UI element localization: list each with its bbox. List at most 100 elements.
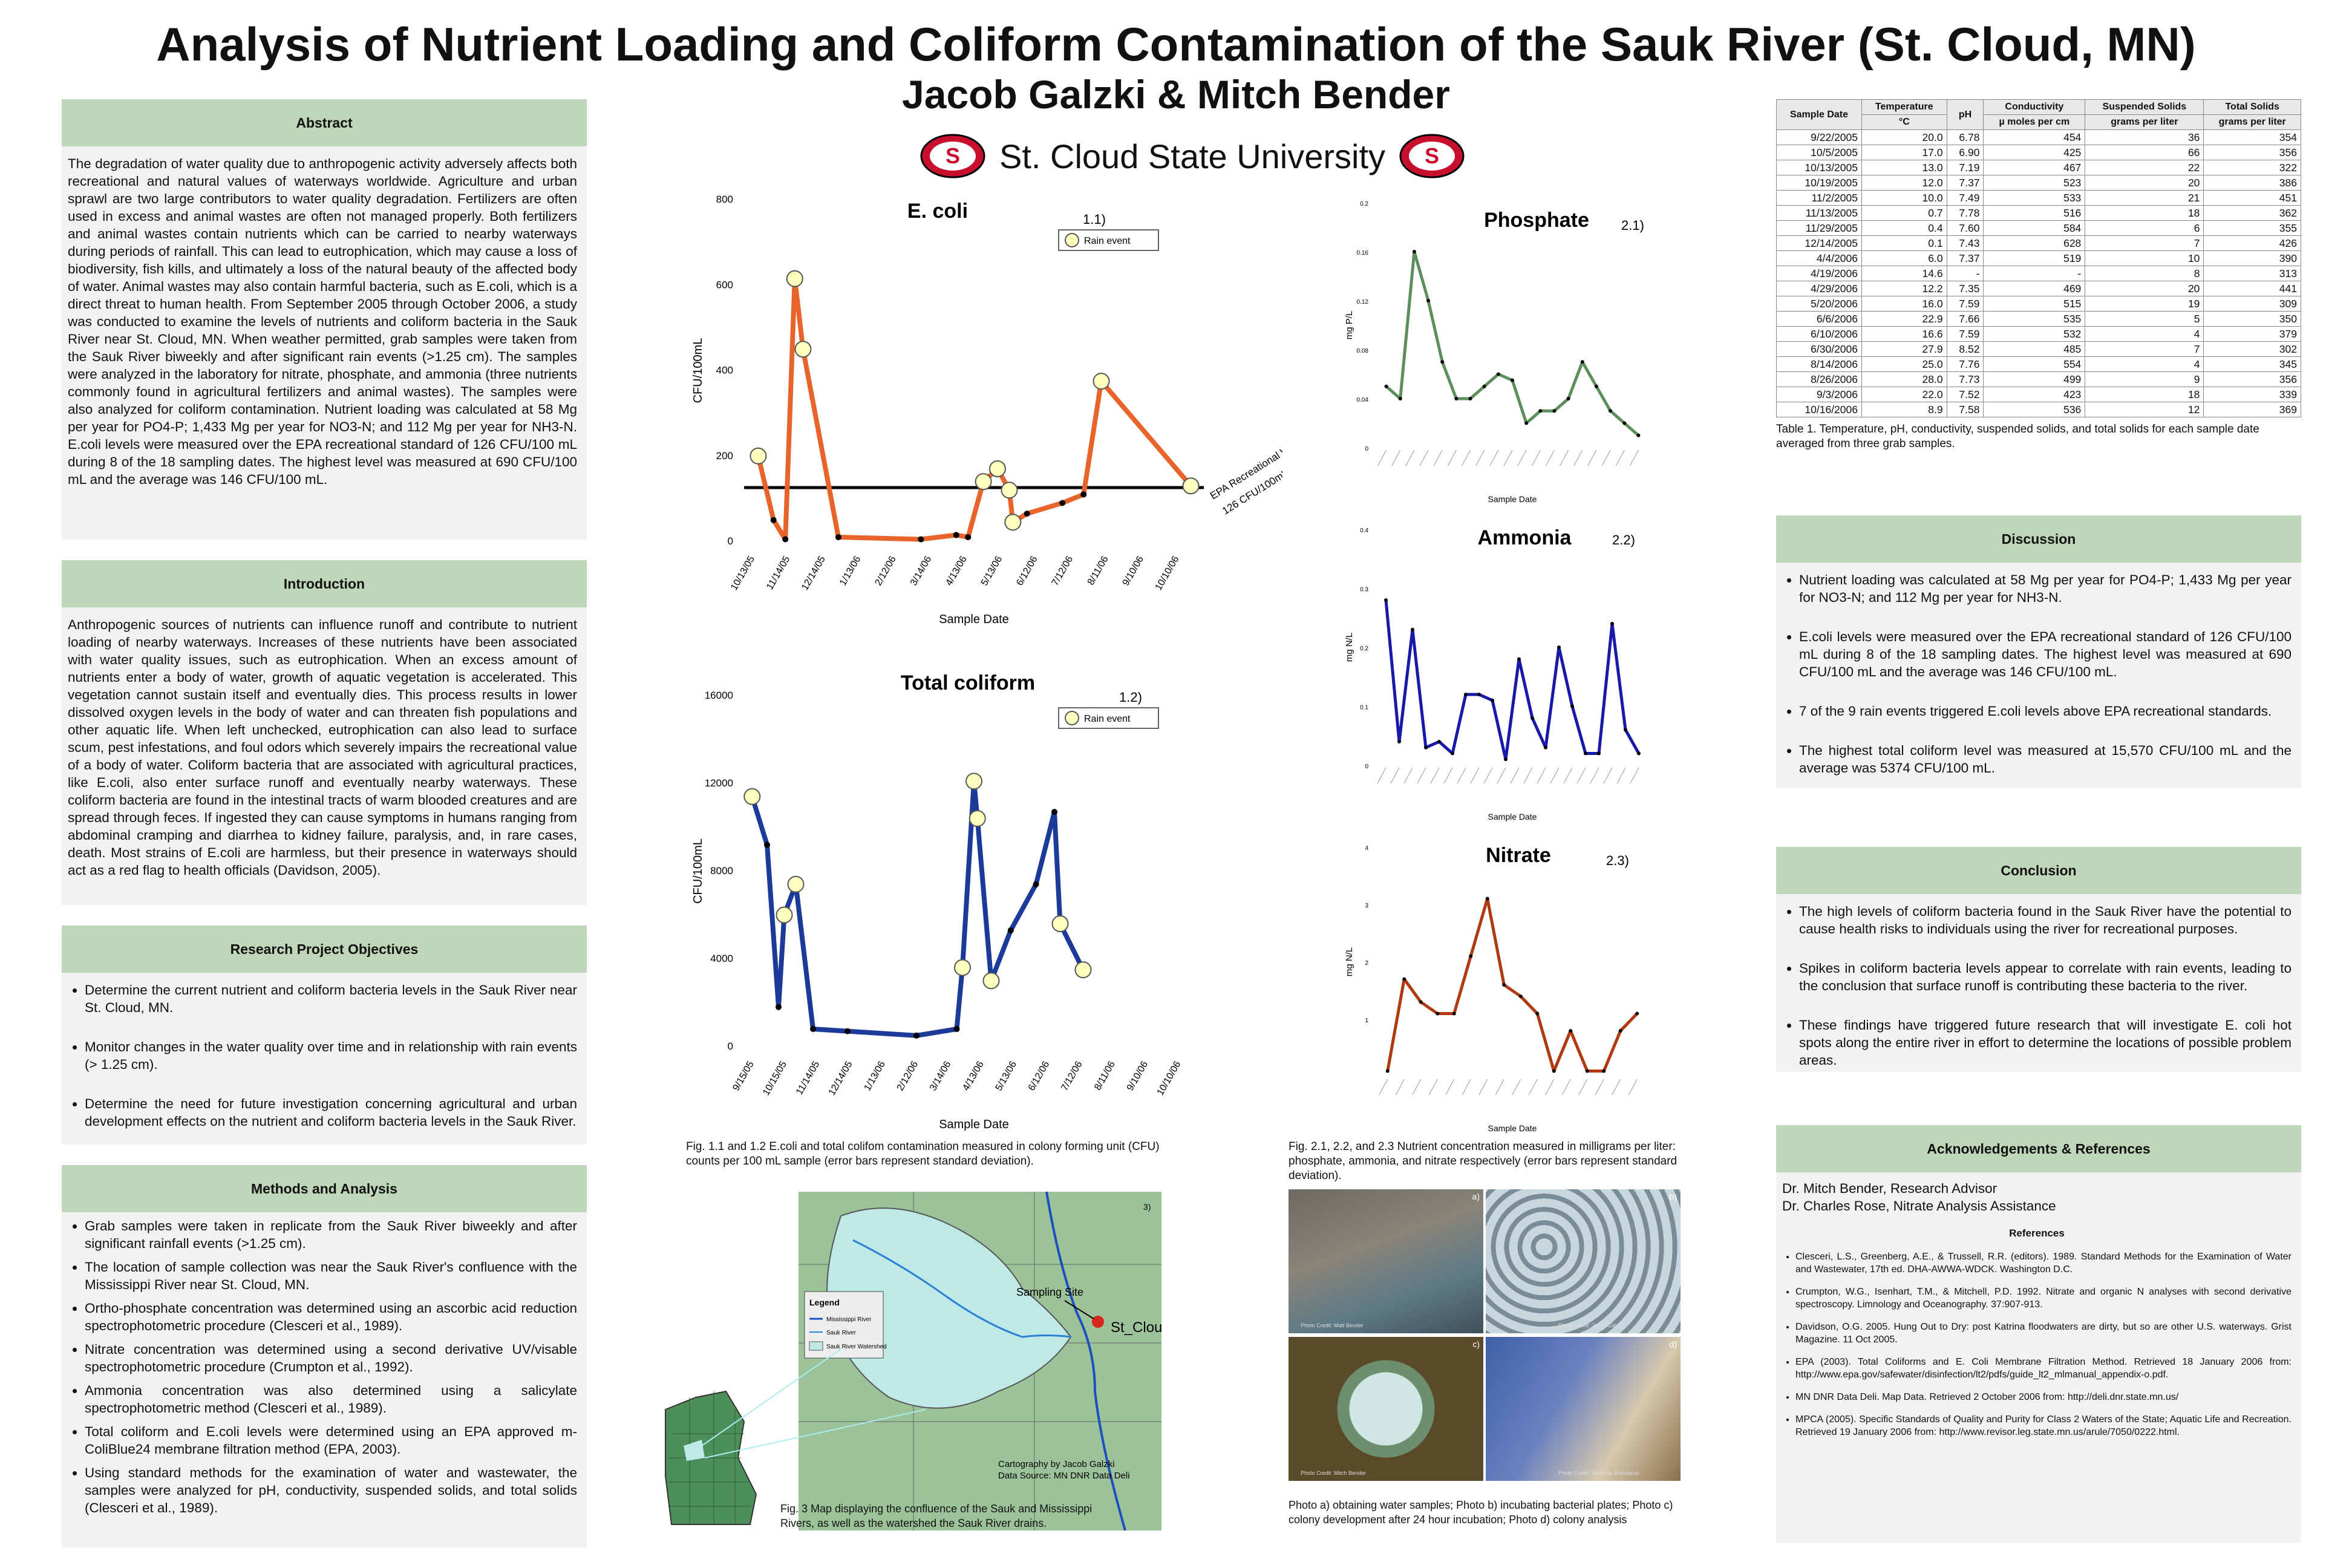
- map-label: 3): [1143, 1202, 1151, 1212]
- x-tick-mark: [1495, 1079, 1504, 1096]
- series-line: [756, 276, 1193, 542]
- x-tick-label: 9/15/05: [731, 1059, 756, 1093]
- data-point: [1511, 378, 1514, 382]
- y-tick-label: 1: [1365, 1018, 1368, 1024]
- table-cell: 7.19: [1946, 160, 1984, 175]
- method-item: Ammonia concentration was also determine…: [85, 1382, 577, 1417]
- map-legend-item: Mississippi River: [826, 1316, 872, 1323]
- data-point: [953, 532, 959, 538]
- sampling-site-label: Sampling Site: [1016, 1286, 1083, 1298]
- table-cell: 7.59: [1946, 296, 1984, 312]
- map-legend-item: Sauk River: [826, 1330, 857, 1336]
- abstract-heading: Abstract: [62, 99, 587, 146]
- x-tick-mark: [1616, 767, 1626, 784]
- table-cell: 4: [2085, 356, 2204, 372]
- y-tick-label: 0.2: [1360, 201, 1368, 207]
- x-tick-mark: [1578, 1079, 1588, 1096]
- table-cell: 12: [2085, 402, 2204, 417]
- table-cell: 10.0: [1861, 190, 1947, 206]
- x-tick-label: 7/12/06: [1059, 1059, 1084, 1093]
- data-point: [1469, 954, 1473, 958]
- x-axis-label: Sample Date: [939, 613, 1009, 626]
- table-cell: 0.7: [1861, 205, 1947, 221]
- abstract-panel: Abstract The degradation of water qualit…: [62, 99, 587, 540]
- city-label: St_Cloud: [1111, 1319, 1161, 1336]
- chart-title: Nitrate: [1486, 844, 1551, 867]
- photo-credit: Photo Credit: Vanessa Brandsrud: [1558, 1470, 1639, 1476]
- table-cell: 4/29/2006: [1776, 281, 1862, 296]
- data-point: [913, 1032, 920, 1039]
- table-cell: 21: [2085, 190, 2204, 206]
- table-cell: 554: [1983, 356, 2086, 372]
- rain-event-point: [975, 473, 992, 491]
- x-tick-mark: [1462, 449, 1471, 466]
- y-tick-label: 400: [716, 365, 733, 376]
- chart-fig-label: 1.1): [1083, 212, 1106, 227]
- y-tick-label: 0.1: [1360, 705, 1368, 711]
- x-tick-mark: [1615, 449, 1625, 466]
- table-cell: 22.9: [1861, 311, 1947, 327]
- data-point: [810, 1026, 816, 1032]
- table-cell: -: [1946, 266, 1984, 281]
- watershed-map: Sampling Site St_Cloud 3) Legend Mississ…: [659, 1191, 1171, 1531]
- table-cell: 14.6: [1861, 266, 1947, 281]
- data-point: [835, 534, 841, 540]
- x-tick-mark: [1561, 1079, 1571, 1096]
- x-axis-label: Sample Date: [1488, 1123, 1537, 1133]
- data-point: [770, 517, 777, 523]
- table-cell: 356: [2203, 371, 2301, 387]
- x-tick-label: 4/13/06: [961, 1059, 985, 1093]
- table-cell: 515: [1983, 296, 2086, 312]
- x-tick-mark: [1550, 767, 1560, 784]
- table-row: 11/29/2005 0.4 7.60 584 6 355: [1776, 220, 2301, 236]
- x-tick-mark: [1531, 449, 1541, 466]
- x-tick-mark: [1612, 1079, 1621, 1096]
- map-legend: Legend Mississippi River Sauk River Sauk…: [804, 1291, 887, 1359]
- phosphate-chart: Phosphate 2.1) 0 0.04 0.08 0.12 0.16 0.2 mg P/L S…: [1319, 194, 1694, 508]
- conclusion-item: The high levels of coliform bacteria fou…: [1799, 903, 2292, 938]
- table-row: 12/14/2005 0.1 7.43 628 7 426: [1776, 235, 2301, 251]
- table-cell: 355: [2203, 220, 2301, 236]
- table-cell: 20: [2085, 175, 2204, 191]
- chart-fig-label: 2.1): [1621, 218, 1644, 233]
- x-tick-mark: [1489, 449, 1499, 466]
- data-point: [1080, 491, 1087, 498]
- x-tick-mark: [1390, 767, 1400, 784]
- reference-item: MPCA (2005). Specific Standards of Quali…: [1795, 1413, 2292, 1439]
- table-cell: 12.0: [1861, 175, 1947, 191]
- discussion-item: Nutrient loading was calculated at 58 Mg…: [1799, 571, 2292, 606]
- y-tick-label: 0.2: [1360, 645, 1368, 652]
- table-cell: 7.35: [1946, 281, 1984, 296]
- photos-caption: Photo a) obtaining water samples; Photo …: [1289, 1499, 1673, 1526]
- ecoli-chart: E. coli 1.1) 0 200 400 600 800 CFU/100mL 10/13/0…: [678, 188, 1345, 635]
- x-tick-mark: [1503, 449, 1513, 466]
- data-point: [1569, 1029, 1573, 1033]
- data-point: [1051, 809, 1057, 815]
- x-tick-label: 2/12/06: [873, 554, 898, 587]
- table-cell: 362: [2203, 205, 2301, 221]
- reference-item: EPA (2003). Total Coliforms and E. Coli …: [1795, 1356, 2292, 1381]
- table-cell: 6: [2085, 220, 2204, 236]
- photo-a-water-sampling: a) Photo Credit: Matt Bender: [1289, 1189, 1483, 1333]
- table-cell: 4: [2085, 326, 2204, 342]
- data-point: [764, 841, 770, 848]
- rain-event-point: [1182, 477, 1200, 495]
- table-cell: 20: [2085, 281, 2204, 296]
- data-point: [1491, 698, 1494, 702]
- table-cell: 313: [2203, 266, 2301, 281]
- table-row: 11/13/2005 0.7 7.78 516 18 362: [1776, 205, 2301, 221]
- table-cell: 6/6/2006: [1776, 311, 1862, 327]
- table-row: 8/26/2006 28.0 7.73 499 9 356: [1776, 371, 2301, 387]
- series-line: [1386, 897, 1639, 1073]
- objectives-heading: Research Project Objectives: [62, 926, 587, 973]
- x-tick-mark: [1523, 767, 1533, 784]
- table-cell: 19: [2085, 296, 2204, 312]
- table-cell: 10/13/2005: [1776, 160, 1862, 175]
- table-cell: 9/3/2006: [1776, 387, 1862, 402]
- data-point: [1594, 384, 1598, 388]
- table-cell: 467: [1983, 160, 2086, 175]
- rain-event-point: [988, 460, 1006, 477]
- data-point: [1552, 409, 1557, 413]
- x-tick-label: 1/13/06: [838, 554, 863, 587]
- table-row: 5/20/2006 16.0 7.59 515 19 309: [1776, 296, 2301, 312]
